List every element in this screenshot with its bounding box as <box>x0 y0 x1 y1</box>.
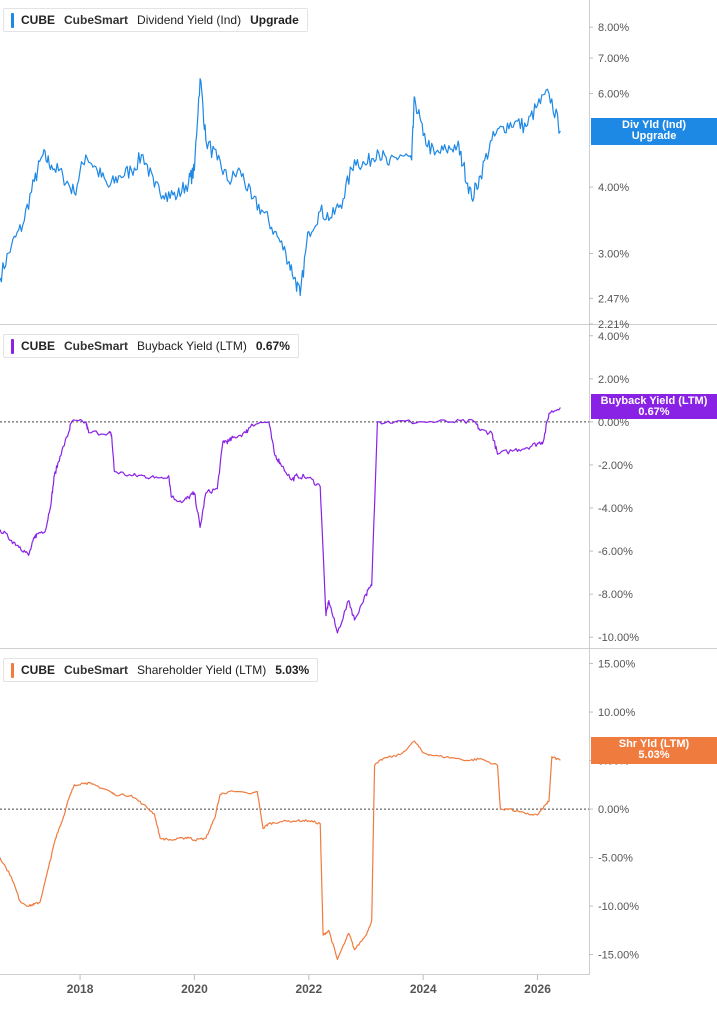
current-value-box-2 <box>591 394 717 419</box>
y-tick-label-1: 2.21% <box>598 319 629 331</box>
y-tick-label-2: -10.00% <box>598 632 639 644</box>
x-tick-label: 2024 <box>410 982 437 996</box>
y-tick-label-3: 0.00% <box>598 804 629 816</box>
y-tick-label-3: 15.00% <box>598 659 636 671</box>
legend-panel-1[interactable]: CUBE CubeSmart Dividend Yield (Ind) Upgr… <box>3 8 308 32</box>
current-value-label-2-2: 0.67% <box>638 406 669 418</box>
y-tick-label-1: 7.00% <box>598 53 629 65</box>
current-value-label-3-1: Shr Yld (LTM) <box>619 738 690 750</box>
legend-ticker-2: CUBE <box>21 339 56 353</box>
legend-company-2: CubeSmart <box>64 339 129 353</box>
series-line-2 <box>0 407 561 634</box>
series-line-1 <box>0 78 561 297</box>
x-tick-label: 2020 <box>181 982 208 996</box>
current-value-label-3-2: 5.03% <box>638 749 669 761</box>
legend-panel-2[interactable]: CUBE CubeSmart Buyback Yield (LTM) 0.67% <box>3 334 299 358</box>
legend-ticker-3: CUBE <box>21 663 56 677</box>
legend-company-1: CubeSmart <box>64 13 129 27</box>
y-tick-label-3: -5.00% <box>598 853 633 865</box>
current-value-label-1-1: Div Yld (Ind) <box>622 119 686 131</box>
legend-value-1: Upgrade <box>250 13 299 27</box>
legend-ticker-1: CUBE <box>21 13 56 27</box>
y-tick-label-2: 0.00% <box>598 417 629 429</box>
series-line-3 <box>0 740 561 960</box>
x-tick-label: 2026 <box>524 982 551 996</box>
y-tick-label-2: -2.00% <box>598 460 633 472</box>
x-tick-label: 2022 <box>295 982 322 996</box>
legend-metric-1: Dividend Yield (Ind) <box>137 13 242 27</box>
current-value-box-1 <box>591 118 717 145</box>
y-tick-label-2: -8.00% <box>598 589 633 601</box>
current-value-label-1-2: Upgrade <box>632 130 677 142</box>
legend-value-3: 5.03% <box>275 663 310 677</box>
legend-swatch-2 <box>11 338 14 354</box>
y-tick-label-2: -4.00% <box>598 503 633 515</box>
legend-swatch-1 <box>11 12 14 28</box>
legend-company-3: CubeSmart <box>64 663 129 677</box>
current-value-box-3 <box>591 737 717 764</box>
y-tick-label-1: 8.00% <box>598 22 629 34</box>
current-value-label-2-1: Buyback Yield (LTM) <box>601 395 708 407</box>
legend-value-2: 0.67% <box>255 339 290 353</box>
legend-panel-3[interactable]: CUBE CubeSmart Shareholder Yield (LTM) 5… <box>3 658 319 682</box>
legend-metric-2: Buyback Yield (LTM) <box>137 339 247 353</box>
y-tick-label-2: 2.00% <box>598 374 629 386</box>
y-tick-label-3: -15.00% <box>598 950 639 962</box>
legend-metric-3: Shareholder Yield (LTM) <box>137 663 267 677</box>
x-tick-label: 2018 <box>67 982 94 996</box>
y-tick-label-1: 2.47% <box>598 293 629 305</box>
y-tick-label-3: -10.00% <box>598 901 639 913</box>
y-tick-label-1: 3.00% <box>598 248 629 260</box>
legend-swatch-3 <box>11 662 14 678</box>
y-tick-label-3: 10.00% <box>598 707 636 719</box>
y-tick-label-1: 4.00% <box>598 182 629 194</box>
y-tick-label-2: -6.00% <box>598 546 633 558</box>
y-tick-label-1: 6.00% <box>598 89 629 101</box>
y-tick-label-2: 4.00% <box>598 331 629 343</box>
